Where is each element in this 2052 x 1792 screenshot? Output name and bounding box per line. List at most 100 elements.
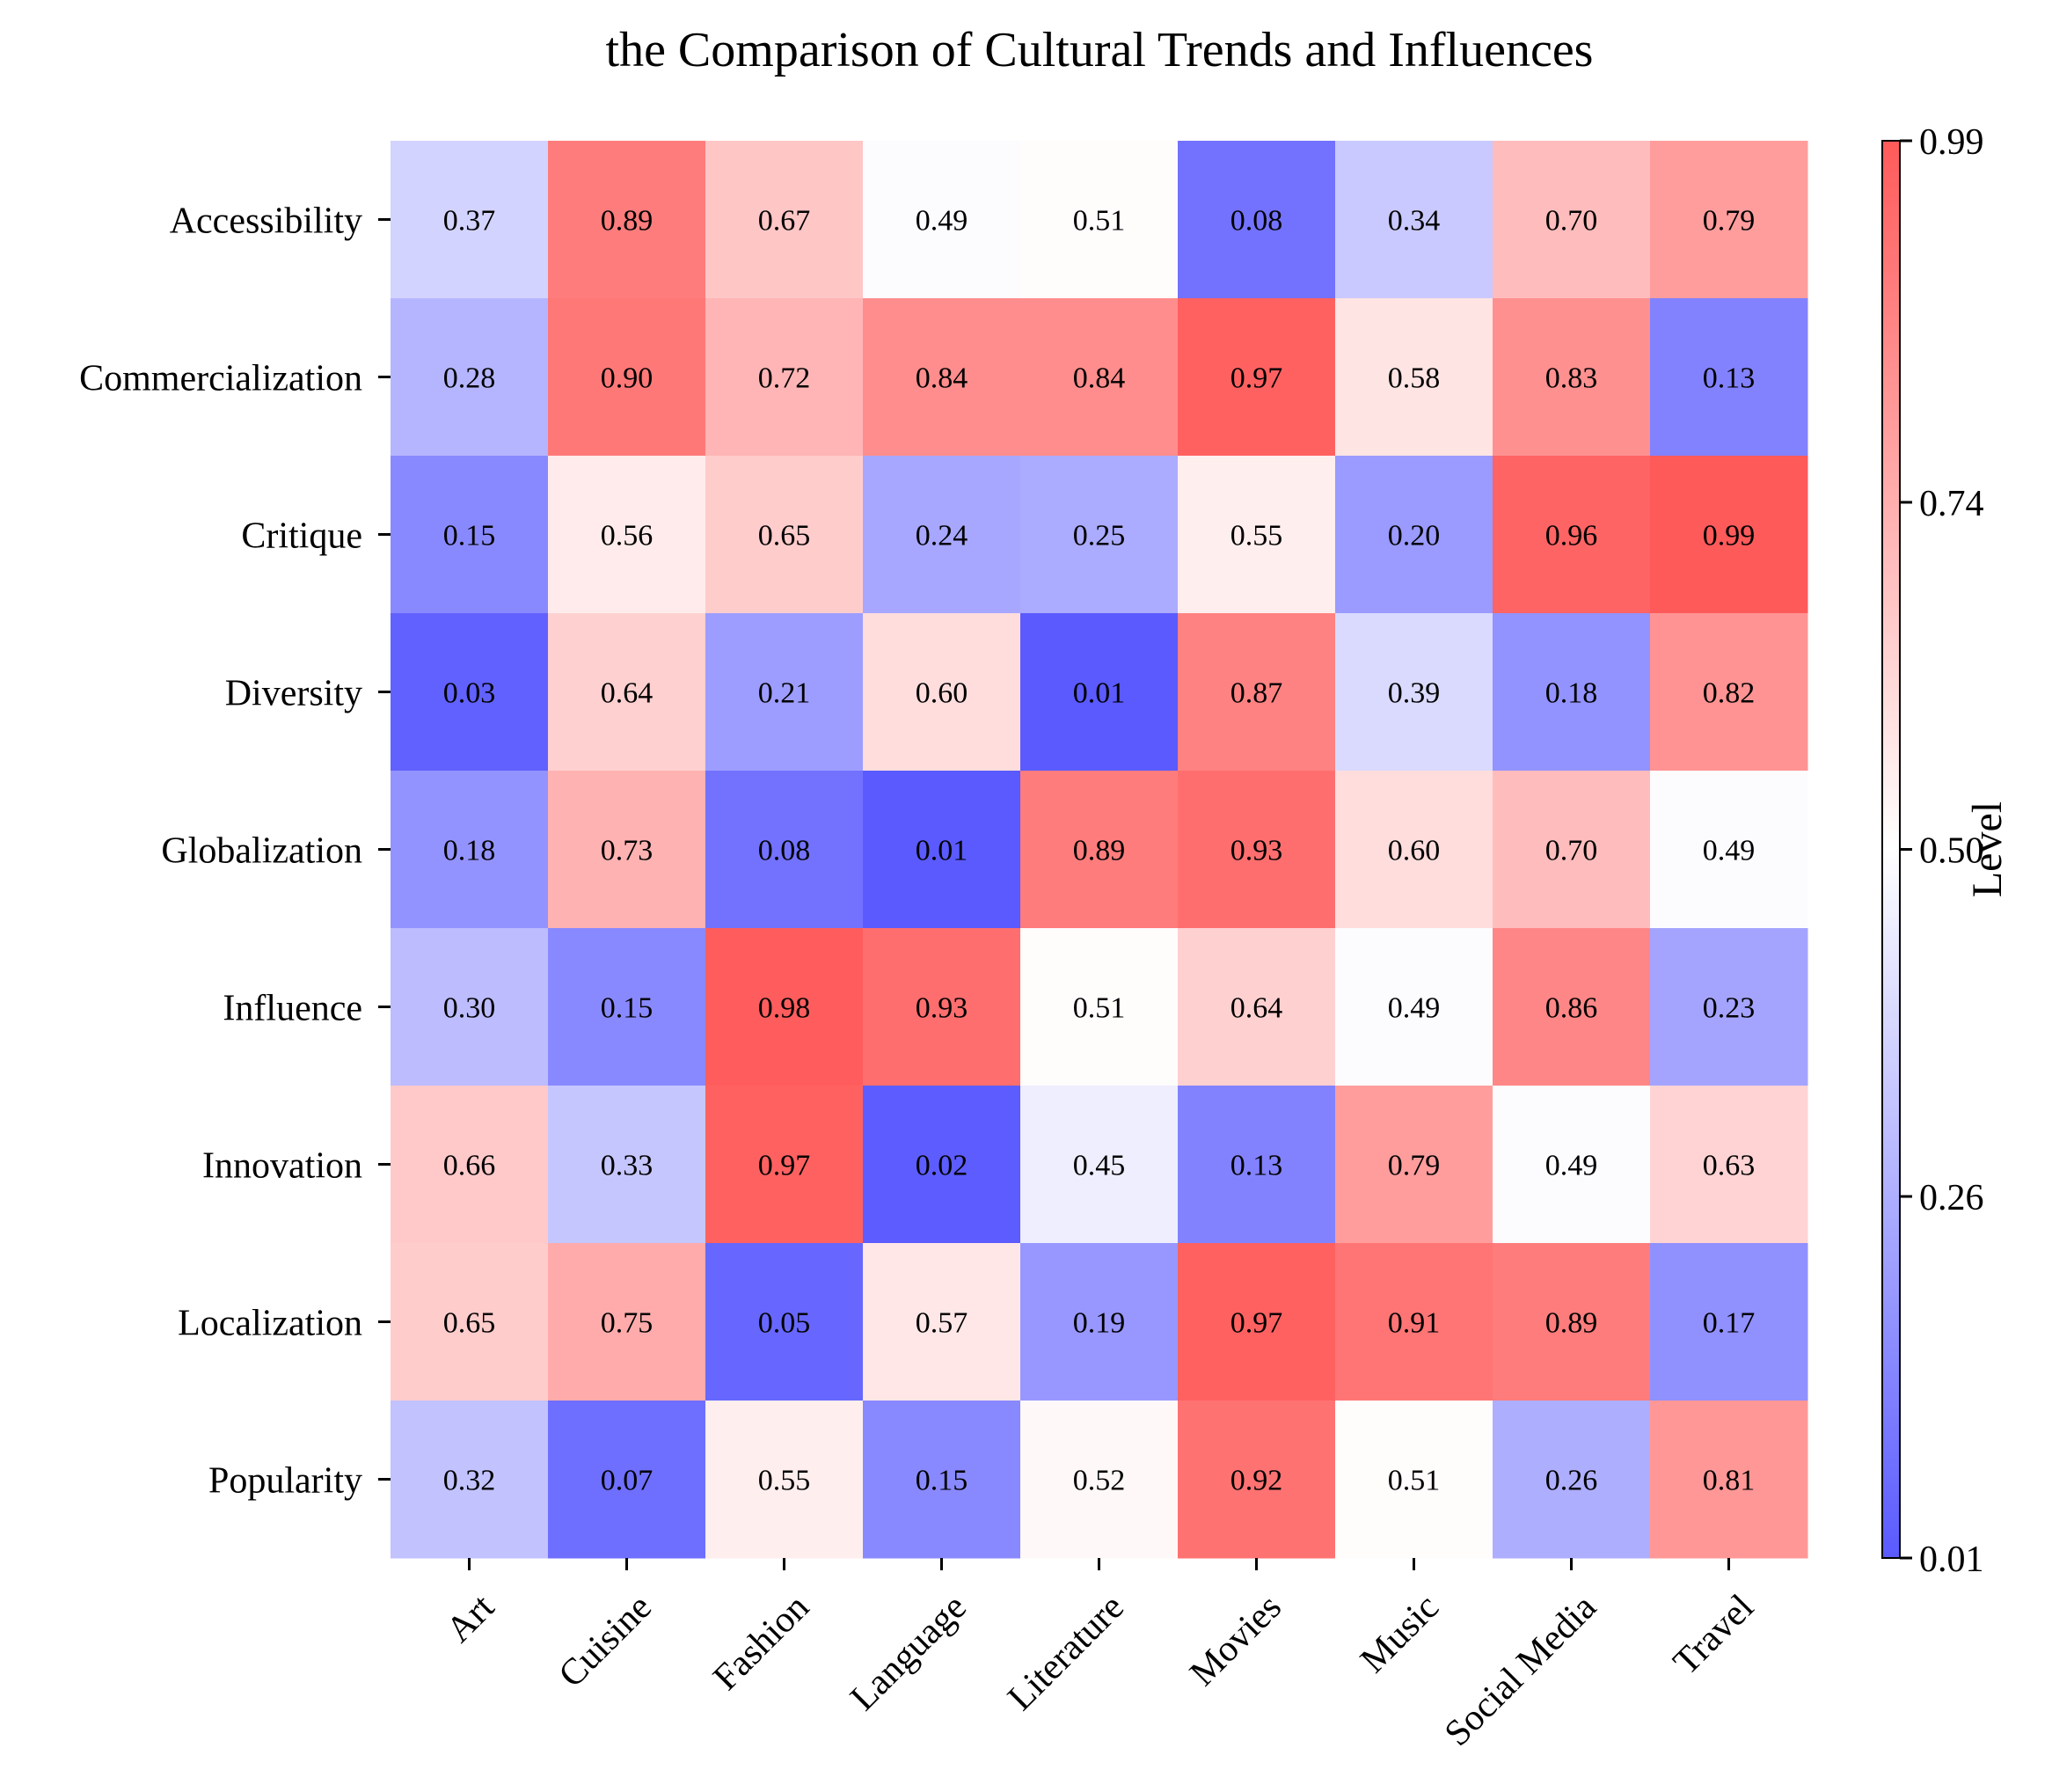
cell-value-label: 0.13 bbox=[1230, 1150, 1283, 1182]
cell-value-label: 0.89 bbox=[1073, 835, 1126, 867]
heatmap-cell bbox=[1020, 1401, 1179, 1559]
cell-value-label: 0.08 bbox=[1230, 205, 1283, 238]
cell-value-label: 0.60 bbox=[1388, 835, 1441, 867]
cell-value-label: 0.87 bbox=[1230, 677, 1283, 710]
cell-value-label: 0.56 bbox=[601, 520, 654, 552]
heatmap-cell bbox=[1020, 298, 1179, 457]
heatmap-cell bbox=[1020, 613, 1179, 772]
y-tick-label: Influence bbox=[223, 989, 362, 1029]
heatmap-cell bbox=[1178, 141, 1336, 299]
cell-value-label: 0.57 bbox=[916, 1307, 968, 1340]
heatmap-cell bbox=[391, 456, 549, 614]
cell-value-label: 0.33 bbox=[601, 1150, 654, 1182]
cell-value-label: 0.07 bbox=[601, 1465, 654, 1497]
cell-value-label: 0.93 bbox=[916, 992, 968, 1025]
cell-value-label: 0.67 bbox=[758, 205, 811, 238]
heatmap-cell bbox=[1020, 141, 1179, 299]
heatmap-cell bbox=[1493, 456, 1651, 614]
heatmap-cell bbox=[391, 1401, 549, 1559]
heatmap-cell bbox=[1493, 1401, 1651, 1559]
cell-value-label: 0.72 bbox=[758, 362, 811, 395]
heatmap-cell bbox=[1335, 771, 1493, 929]
cell-value-label: 0.25 bbox=[1073, 520, 1126, 552]
heatmap-cell bbox=[1335, 613, 1493, 772]
heatmap-cell bbox=[391, 298, 549, 457]
cell-value-label: 0.98 bbox=[758, 992, 811, 1025]
heatmap-cell bbox=[548, 1401, 706, 1559]
cell-value-label: 0.73 bbox=[601, 835, 654, 867]
heatmap-cell bbox=[548, 613, 706, 772]
x-tick-label: Cuisine bbox=[551, 1587, 660, 1695]
heatmap-cell bbox=[1178, 1243, 1336, 1401]
cell-value-label: 0.70 bbox=[1545, 205, 1598, 238]
heatmap-cell bbox=[1650, 771, 1808, 929]
heatmap-cell bbox=[1335, 456, 1493, 614]
cell-value-label: 0.05 bbox=[758, 1307, 811, 1340]
heatmap-cell bbox=[548, 928, 706, 1086]
cell-value-label: 0.84 bbox=[1073, 362, 1126, 395]
y-tick-label: Innovation bbox=[202, 1146, 362, 1187]
cell-value-label: 0.64 bbox=[1230, 992, 1283, 1025]
cell-value-label: 0.23 bbox=[1703, 992, 1756, 1025]
heatmap-cell bbox=[863, 613, 1021, 772]
cell-value-label: 0.18 bbox=[1545, 677, 1598, 710]
cell-value-label: 0.32 bbox=[443, 1465, 496, 1497]
heatmap-cell bbox=[863, 1401, 1021, 1559]
cell-value-label: 0.19 bbox=[1073, 1307, 1126, 1340]
heatmap-cell bbox=[391, 613, 549, 772]
heatmap-cell bbox=[548, 1086, 706, 1244]
heatmap-cell bbox=[1178, 771, 1336, 929]
heatmap-cell bbox=[1335, 141, 1493, 299]
heatmap-cell bbox=[1335, 1243, 1493, 1401]
heatmap-cell bbox=[548, 298, 706, 457]
heatmap-cell bbox=[1020, 1243, 1179, 1401]
heatmap-cell bbox=[705, 1243, 864, 1401]
heatmap-cell bbox=[705, 141, 864, 299]
cell-value-label: 0.84 bbox=[916, 362, 968, 395]
heatmap-cell bbox=[548, 141, 706, 299]
heatmap-cell bbox=[863, 456, 1021, 614]
cell-value-label: 0.65 bbox=[758, 520, 811, 552]
colorbar-tick-label: 0.50 bbox=[1919, 831, 1984, 872]
cell-value-label: 0.65 bbox=[443, 1307, 496, 1340]
x-axis: Art Cuisine Fashion Language Literature Movie… bbox=[439, 1558, 1762, 1754]
heatmap-cell bbox=[1178, 613, 1336, 772]
heatmap-cell bbox=[1178, 456, 1336, 614]
cell-value-label: 0.49 bbox=[1703, 835, 1756, 867]
cell-value-label: 0.58 bbox=[1388, 362, 1441, 395]
cell-value-label: 0.75 bbox=[601, 1307, 654, 1340]
heatmap-cell bbox=[1650, 141, 1808, 299]
heatmap-cell bbox=[1020, 1086, 1179, 1244]
heatmap-cell bbox=[863, 1086, 1021, 1244]
cell-value-label: 0.39 bbox=[1388, 677, 1441, 710]
colorbar-tick-label: 0.01 bbox=[1919, 1540, 1984, 1580]
cell-value-label: 0.93 bbox=[1230, 835, 1283, 867]
heatmap-cell bbox=[1650, 1086, 1808, 1244]
cell-value-label: 0.51 bbox=[1073, 205, 1126, 238]
x-tick-label: Art bbox=[439, 1587, 502, 1650]
cell-value-label: 0.83 bbox=[1545, 362, 1598, 395]
cell-value-label: 0.34 bbox=[1388, 205, 1441, 238]
cell-value-label: 0.18 bbox=[443, 835, 496, 867]
heatmap-cell bbox=[1650, 613, 1808, 772]
cell-value-label: 0.37 bbox=[443, 205, 496, 238]
cell-value-label: 0.17 bbox=[1703, 1307, 1756, 1340]
x-tick-label: Music bbox=[1353, 1587, 1447, 1681]
heatmap-cell bbox=[705, 928, 864, 1086]
cell-value-label: 0.28 bbox=[443, 362, 496, 395]
heatmap-cell bbox=[1020, 928, 1179, 1086]
cell-value-label: 0.26 bbox=[1545, 1465, 1598, 1497]
y-tick-label: Accessibility bbox=[170, 201, 362, 242]
y-tick-label: Popularity bbox=[208, 1461, 362, 1502]
cell-value-label: 0.96 bbox=[1545, 520, 1598, 552]
heatmap-cell bbox=[1493, 298, 1651, 457]
heatmap-cell bbox=[1650, 928, 1808, 1086]
colorbar-tick-label: 0.26 bbox=[1919, 1178, 1984, 1218]
cell-value-label: 0.99 bbox=[1703, 520, 1756, 552]
y-tick-label: Critique bbox=[241, 516, 362, 557]
cell-value-label: 0.21 bbox=[758, 677, 811, 710]
heatmap-cell bbox=[391, 1243, 549, 1401]
cell-value-label: 0.45 bbox=[1073, 1150, 1126, 1182]
y-tick-label: Diversity bbox=[225, 674, 362, 714]
